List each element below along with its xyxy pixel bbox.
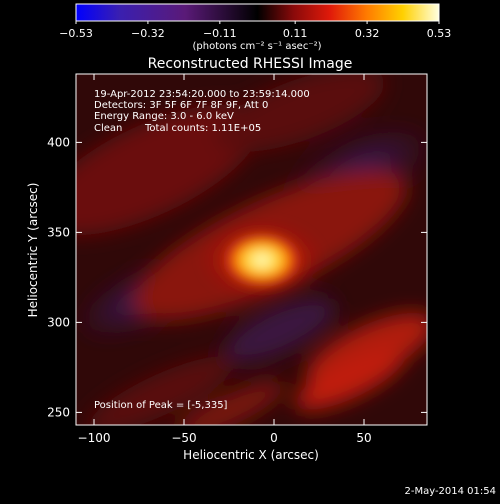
y-axis-label: Heliocentric Y (arcsec) xyxy=(26,183,40,318)
x-axis-label: Heliocentric X (arcsec) xyxy=(183,448,319,462)
annotations: 19-Apr-2012 23:54:20.000 to 23:59:14.000… xyxy=(94,89,310,411)
y-tick-label: 250 xyxy=(47,405,70,419)
method-text: Clean xyxy=(94,123,122,134)
colorbar: −0.53 −0.32 −0.11 0.11 0.32 0.53 (photons cm⁻… xyxy=(59,3,451,52)
total-counts-text: Total counts: 1.11E+05 xyxy=(144,123,261,134)
energy-range-text: Energy Range: 3.0 - 6.0 keV xyxy=(94,111,234,122)
detectors-text: Detectors: 3F 5F 6F 7F 8F 9F, Att 0 xyxy=(94,100,268,111)
colorbar-unit-label: (photons cm⁻² s⁻¹ asec⁻²) xyxy=(192,41,321,52)
y-tick-label: 300 xyxy=(47,315,70,329)
x-tick-label: −100 xyxy=(78,431,111,445)
x-axis: −100 −50 0 50 xyxy=(78,74,372,445)
heatmap-image xyxy=(76,74,427,425)
x-tick-label: 50 xyxy=(356,431,371,445)
colorbar-tick-label: 0.53 xyxy=(427,27,452,40)
x-tick-label: 0 xyxy=(270,431,278,445)
y-axis: 250 300 350 400 xyxy=(47,135,427,419)
x-tick-label: −50 xyxy=(171,431,196,445)
colorbar-tick-label: −0.53 xyxy=(59,27,93,40)
y-tick-label: 400 xyxy=(47,135,70,149)
colorbar-tick-label: −0.11 xyxy=(203,27,237,40)
footer-date: 2-May-2014 01:54 xyxy=(404,486,496,497)
plot-frame xyxy=(75,73,428,426)
colorbar-tick-label: −0.32 xyxy=(131,27,165,40)
chart-title: Reconstructed RHESSI Image xyxy=(148,56,353,72)
peak-position-text: Position of Peak = [-5,335] xyxy=(94,400,228,411)
colorbar-tick-label: 0.11 xyxy=(283,27,308,40)
colorbar-ticks: −0.53 −0.32 −0.11 0.11 0.32 0.53 xyxy=(59,21,451,40)
time-range-text: 19-Apr-2012 23:54:20.000 to 23:59:14.000 xyxy=(94,89,310,100)
colorbar-tick-label: 0.32 xyxy=(355,27,380,40)
colorbar-gradient xyxy=(75,3,440,22)
y-tick-label: 350 xyxy=(47,225,70,239)
